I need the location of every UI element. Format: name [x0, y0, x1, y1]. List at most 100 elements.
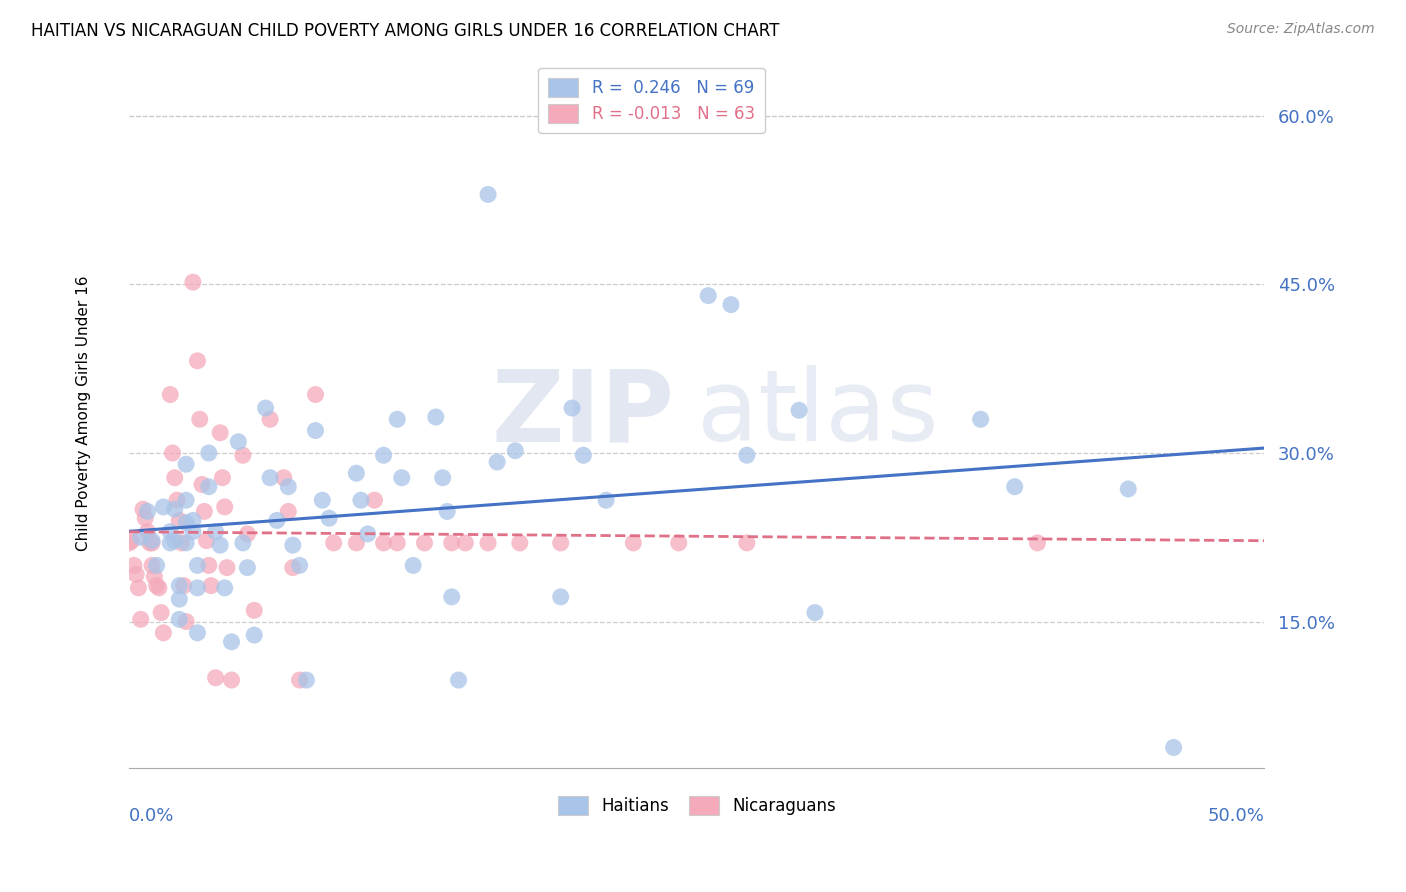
Point [550, 590, 572, 604]
Point [787, 403, 810, 417]
Point [281, 538, 304, 552]
Point [311, 493, 333, 508]
Point [391, 471, 413, 485]
Point [169, 592, 191, 607]
Point [152, 625, 174, 640]
Point [129, 612, 152, 626]
Point [181, 513, 204, 527]
Point [141, 558, 163, 573]
Point [145, 579, 167, 593]
Point [243, 628, 266, 642]
Point [402, 558, 425, 573]
Point [127, 581, 149, 595]
Point [198, 480, 221, 494]
Point [174, 493, 197, 508]
Point [195, 533, 218, 548]
Point [273, 471, 295, 485]
Point [572, 448, 595, 462]
Point [166, 493, 188, 508]
Point [186, 581, 208, 595]
Point [139, 536, 162, 550]
Point [735, 536, 758, 550]
Point [1163, 740, 1185, 755]
Point [169, 579, 191, 593]
Point [141, 533, 163, 548]
Point [174, 536, 197, 550]
Point [259, 412, 281, 426]
Point [1026, 536, 1049, 550]
Point [170, 536, 193, 550]
Point [188, 412, 211, 426]
Point [350, 493, 373, 508]
Point [204, 524, 226, 539]
Point [198, 558, 221, 573]
Point [162, 446, 184, 460]
Point [735, 448, 758, 462]
Point [621, 536, 644, 550]
Point [259, 471, 281, 485]
Point [436, 504, 458, 518]
Text: HAITIAN VS NICARAGUAN CHILD POVERTY AMONG GIRLS UNDER 16 CORRELATION CHART: HAITIAN VS NICARAGUAN CHILD POVERTY AMON… [31, 22, 779, 40]
Point [288, 673, 311, 687]
Point [503, 443, 526, 458]
Point [121, 533, 143, 548]
Point [150, 606, 173, 620]
Point [159, 536, 181, 550]
Point [221, 673, 243, 687]
Point [174, 615, 197, 629]
Point [186, 354, 208, 368]
Point [373, 536, 395, 550]
Point [214, 581, 236, 595]
Point [373, 448, 395, 462]
Text: Source: ZipAtlas.com: Source: ZipAtlas.com [1227, 22, 1375, 37]
Point [236, 527, 259, 541]
Point [141, 536, 163, 550]
Point [254, 401, 277, 415]
Point [1004, 480, 1026, 494]
Point [136, 504, 159, 518]
Legend: Haitians, Nicaraguans: Haitians, Nicaraguans [550, 787, 845, 823]
Text: 0.0%: 0.0% [129, 806, 174, 824]
Point [198, 446, 221, 460]
Point [486, 455, 509, 469]
Point [181, 275, 204, 289]
Text: 50.0%: 50.0% [1208, 806, 1264, 824]
Point [118, 536, 141, 550]
Point [232, 448, 254, 462]
Point [447, 673, 470, 687]
Point [163, 533, 186, 548]
Point [322, 536, 344, 550]
Text: Child Poverty Among Girls Under 16: Child Poverty Among Girls Under 16 [76, 276, 91, 551]
Point [281, 560, 304, 574]
Point [122, 558, 145, 573]
Point [215, 560, 238, 574]
Point [214, 500, 236, 514]
Point [387, 536, 409, 550]
Point [193, 504, 215, 518]
Point [174, 516, 197, 530]
Point [145, 558, 167, 573]
Point [295, 673, 318, 687]
Point [228, 434, 250, 449]
Point [136, 524, 159, 539]
Point [304, 387, 326, 401]
Point [181, 524, 204, 539]
Point [277, 504, 299, 518]
Point [357, 527, 380, 541]
Point [173, 579, 195, 593]
Point [125, 567, 148, 582]
Point [204, 671, 226, 685]
Point [550, 536, 572, 550]
Point [344, 536, 367, 550]
Point [232, 536, 254, 550]
Point [186, 625, 208, 640]
Point [159, 524, 181, 539]
Point [221, 635, 243, 649]
Point [454, 536, 477, 550]
Point [1116, 482, 1139, 496]
Point [266, 513, 288, 527]
Point [697, 288, 720, 302]
Point [969, 412, 991, 426]
Point [413, 536, 436, 550]
Point [288, 558, 311, 573]
